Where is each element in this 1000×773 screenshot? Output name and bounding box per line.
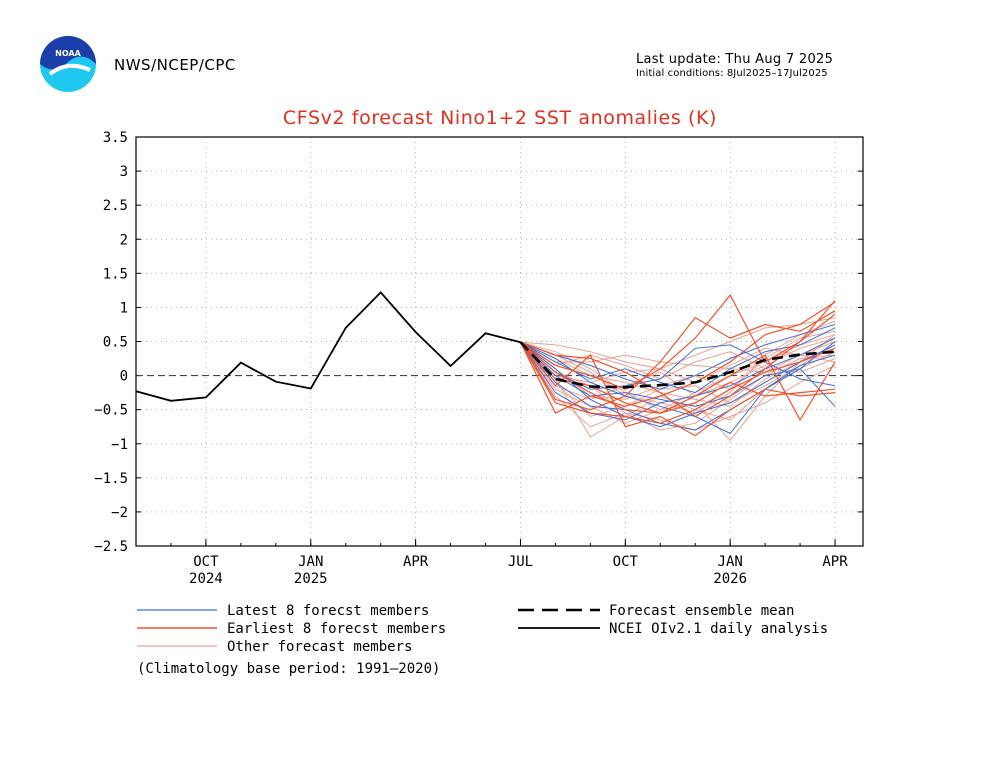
legend-other-label: Other forecast members (227, 639, 412, 655)
legend: Latest 8 forecst members Earliest 8 forec… (137, 603, 828, 677)
y-tick-label: −2 (111, 505, 128, 521)
y-tick-label: 1 (120, 300, 128, 316)
chart-title: CFSv2 forecast Nino1+2 SST anomalies (K) (283, 107, 717, 129)
legend-latest-label: Latest 8 forecst members (227, 603, 429, 619)
earliest-member-line (520, 294, 836, 390)
x-tick-label: APR (403, 554, 429, 570)
earliest-member-line (519, 341, 836, 424)
x-year-label: 2026 (713, 571, 747, 587)
plot-area: 3.532.521.510.50−0.5−1−1.5−2−2.5OCT2024J… (94, 130, 864, 587)
earliest-member-line (520, 300, 836, 418)
latest-member-line (520, 337, 836, 421)
y-tick-label: 1.5 (103, 266, 128, 282)
x-tick-label: JAN (298, 554, 323, 570)
noaa-logo-text: NOAA (55, 49, 81, 58)
x-year-label: 2025 (294, 571, 328, 587)
y-tick-label: 3 (120, 164, 128, 180)
latest-member-line (520, 324, 836, 390)
x-tick-label: JAN (718, 554, 743, 570)
initial-conditions: Initial conditions: 8Jul2025–17Jul2025 (636, 68, 828, 79)
x-tick-label: OCT (613, 554, 639, 570)
y-tick-label: 3.5 (103, 130, 128, 146)
latest-member-line (520, 341, 836, 407)
y-tick-label: 2 (120, 232, 128, 248)
noaa-logo-icon: NOAA (40, 36, 96, 92)
x-tick-label: OCT (193, 554, 219, 570)
legend-observed-label: NCEI OIv2.1 daily analysis (609, 621, 828, 637)
earliest-member-line (519, 310, 836, 411)
y-tick-label: −2.5 (94, 539, 128, 555)
y-tick-label: 0 (120, 369, 128, 385)
agency-label: NWS/NCEP/CPC (114, 56, 236, 74)
plot-frame (135, 136, 864, 547)
ensemble-mean-line (519, 341, 836, 389)
legend-mean-label: Forecast ensemble mean (609, 603, 794, 619)
y-tick-label: −1.5 (94, 471, 128, 487)
other-member-line (520, 334, 836, 424)
x-tick-label: APR (822, 554, 848, 570)
y-tick-label: −0.5 (94, 403, 128, 419)
climatology-note: (Climatology base period: 1991–2020) (137, 661, 440, 677)
x-year-label: 2024 (189, 571, 223, 587)
latest-member-line (520, 341, 836, 390)
other-member-line (520, 317, 836, 370)
x-tick-label: JUL (508, 554, 533, 570)
legend-earliest-label: Earliest 8 forecst members (227, 621, 446, 637)
last-update: Last update: Thu Aug 7 2025 (636, 52, 834, 67)
y-tick-label: −1 (111, 437, 128, 453)
y-tick-label: 0.5 (103, 335, 128, 351)
y-tick-label: 2.5 (103, 198, 128, 214)
observed-line (135, 291, 521, 402)
